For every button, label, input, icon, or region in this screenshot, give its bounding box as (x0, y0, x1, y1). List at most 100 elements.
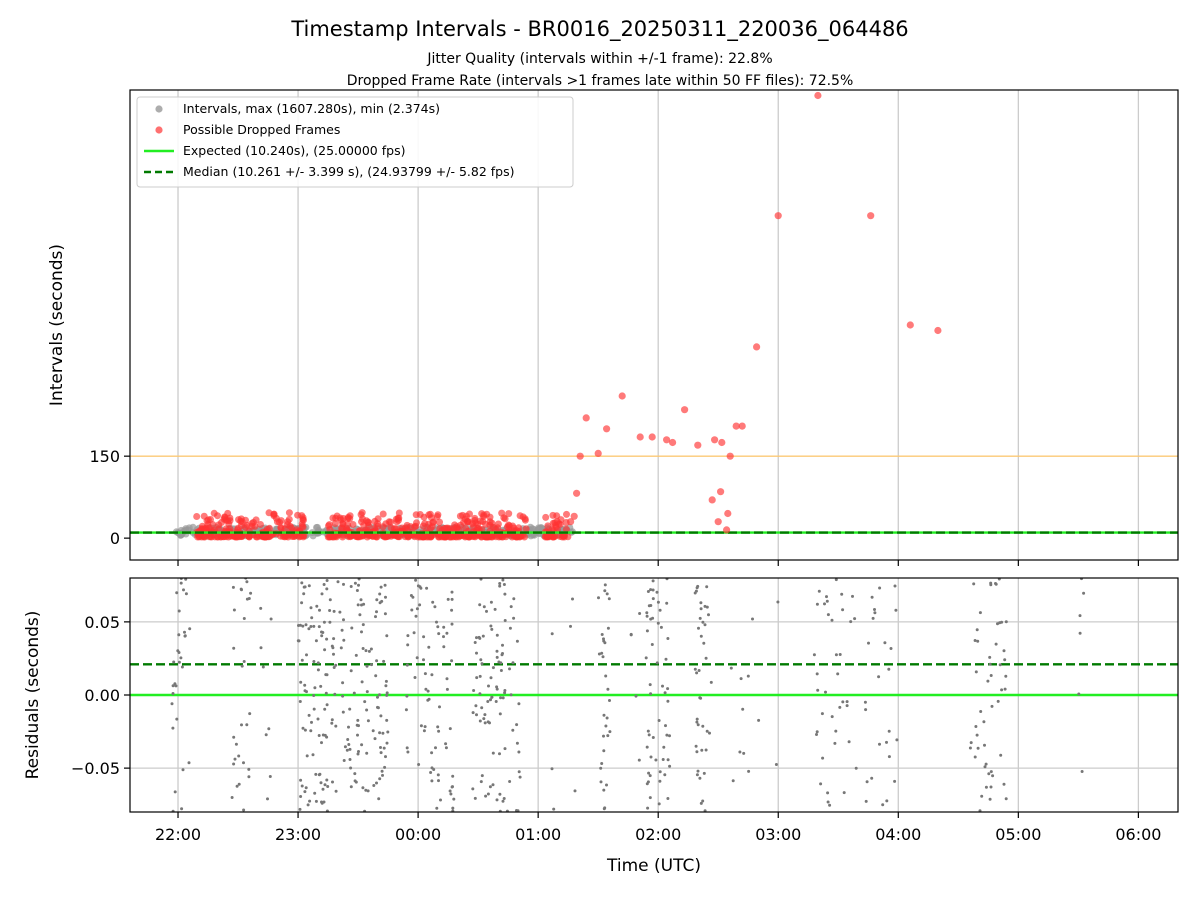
residual-point (381, 773, 384, 777)
residual-point (1080, 770, 1084, 773)
residual-point (360, 743, 364, 747)
interval-point (536, 525, 544, 533)
residual-point (303, 585, 307, 589)
residual-point (629, 632, 633, 636)
residual-point (259, 646, 263, 650)
residual-point (474, 704, 478, 708)
residual-point (696, 584, 700, 588)
residual-point (323, 648, 327, 652)
residual-point (478, 692, 482, 696)
x-tick-label: 01:00 (515, 825, 561, 844)
residual-point (331, 646, 335, 650)
residual-point (316, 668, 320, 672)
residual-point (841, 608, 845, 612)
residual-point (482, 605, 486, 609)
residual-point (666, 699, 670, 703)
residual-point (968, 746, 972, 750)
residual-point (889, 647, 893, 650)
top-y-axis-label: Intervals (seconds) (47, 244, 67, 406)
residual-point (383, 612, 387, 616)
residual-point (509, 605, 513, 609)
dropped-frame-point (235, 516, 243, 524)
residual-point (493, 607, 497, 611)
x-tick-label: 06:00 (1115, 825, 1161, 844)
residual-point (299, 795, 303, 798)
residual-point (490, 627, 494, 631)
residual-point (450, 622, 454, 626)
residual-point (742, 751, 746, 755)
residual-point (307, 713, 311, 717)
residual-point (757, 718, 761, 722)
residual-point (473, 641, 477, 644)
residual-point (181, 768, 185, 772)
residual-point (602, 749, 606, 753)
legend-entry: Expected (10.240s), (25.00000 fps) (183, 143, 405, 158)
residual-point (600, 651, 604, 655)
residual-point (816, 688, 820, 692)
dropped-frame-point (205, 533, 213, 541)
residual-point (863, 700, 867, 704)
residual-point (648, 796, 652, 800)
residual-point (305, 653, 308, 657)
residual-point (373, 737, 377, 741)
residual-point (232, 608, 236, 612)
residual-point (887, 755, 891, 759)
residual-point (232, 762, 236, 766)
residual-point (701, 724, 705, 728)
dropped-frame-point (379, 510, 387, 518)
residual-point (429, 771, 433, 774)
residual-point (332, 666, 336, 669)
residual-point (495, 649, 499, 653)
residual-point (699, 607, 703, 611)
residual-point (490, 695, 494, 699)
residual-point (471, 711, 475, 715)
residual-point (415, 656, 419, 660)
residual-point (695, 720, 699, 724)
top-data-area (130, 91, 1178, 541)
residual-point (379, 585, 383, 589)
residual-point (486, 792, 490, 796)
residual-point (173, 790, 177, 794)
residual-point (359, 598, 363, 602)
residual-point (854, 766, 858, 770)
residual-point (299, 778, 303, 782)
residual-point (695, 671, 699, 675)
dropped-frame-point (563, 510, 570, 518)
dropped-frame-point (486, 518, 494, 526)
residual-point (446, 597, 450, 601)
residual-point (377, 797, 381, 801)
residual-point (637, 758, 641, 762)
residual-point (264, 733, 268, 737)
residual-point (495, 655, 499, 659)
residual-point (695, 717, 699, 721)
residual-point (182, 588, 185, 592)
residual-point (707, 613, 710, 617)
dropped-frame-point (567, 518, 575, 526)
x-tick-label: 00:00 (395, 825, 441, 844)
residual-point (471, 787, 475, 791)
residual-point (245, 723, 249, 727)
residual-point (603, 583, 607, 587)
residual-point (650, 643, 654, 646)
residual-point (299, 680, 303, 684)
residual-point (259, 606, 263, 610)
residual-point (865, 780, 869, 784)
residual-point (410, 608, 414, 612)
residual-point (309, 729, 313, 733)
dropped-frame-point (387, 518, 395, 526)
dropped-frame-point (522, 525, 530, 533)
residual-point (483, 721, 487, 725)
dropped-frame-point (210, 509, 218, 517)
residual-point (515, 741, 519, 745)
residual-point (649, 755, 653, 759)
residual-point (654, 758, 658, 762)
residual-point (320, 592, 324, 596)
residual-point (348, 707, 352, 711)
residual-point (308, 799, 312, 803)
residual-point (695, 750, 699, 754)
dropped-frame-point (428, 523, 436, 531)
residual-point (180, 807, 184, 811)
dropped-frame-point (298, 522, 306, 530)
residual-point (479, 658, 483, 662)
dropped-frame-point (549, 533, 557, 541)
